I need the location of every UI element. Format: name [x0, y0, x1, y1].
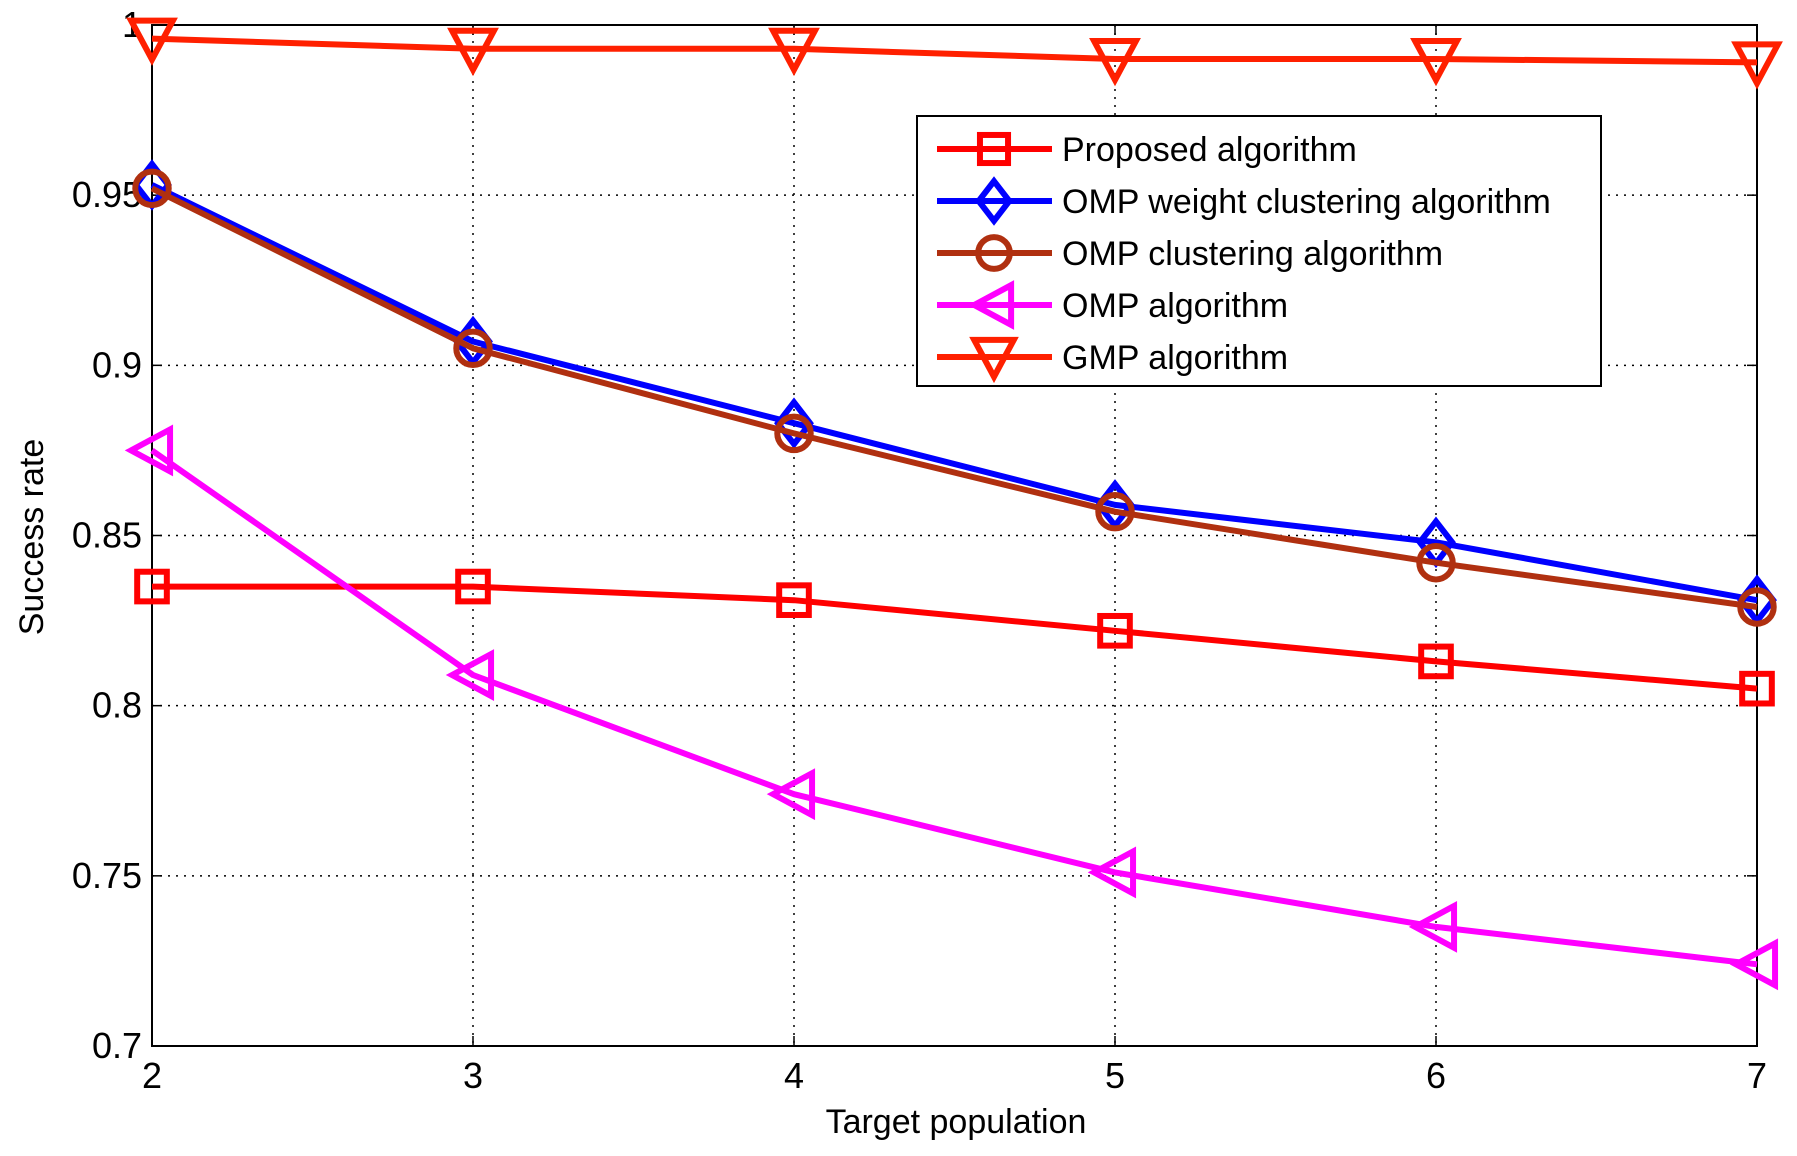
- legend-marker-square: [976, 131, 1012, 167]
- legend-entry: OMP weight clustering algorithm: [937, 176, 1551, 226]
- data-point-triangle-down: [1089, 37, 1141, 87]
- data-point-triangle-down: [1410, 37, 1462, 87]
- data-point-triangle-left: [1729, 938, 1779, 991]
- data-point-circle: [1737, 587, 1777, 627]
- legend-marker-triangle-left: [967, 280, 1015, 330]
- data-point-circle: [1416, 543, 1456, 583]
- x-tick-label: 3: [463, 1055, 483, 1096]
- data-point-triangle-down: [768, 27, 820, 77]
- data-point-circle: [774, 413, 814, 454]
- y-tick-label: 0.9: [92, 344, 142, 385]
- data-point-triangle-down: [126, 17, 178, 66]
- x-tick-label: 4: [784, 1055, 804, 1096]
- series-circle: [132, 168, 1777, 627]
- data-point-square: [776, 582, 812, 618]
- data-point-triangle-left: [1087, 846, 1137, 899]
- series-square: [134, 568, 1775, 707]
- data-point-triangle-left: [1408, 900, 1458, 953]
- series-triangle-down: [126, 17, 1783, 90]
- data-point-triangle-left: [766, 768, 816, 821]
- legend-label: Proposed algorithm: [1062, 131, 1357, 169]
- x-axis-label: Target population: [826, 1103, 1087, 1141]
- data-point-square: [134, 568, 170, 605]
- data-point-circle: [1095, 491, 1135, 532]
- series-line: [152, 583, 1758, 692]
- y-tick-label: 0.75: [72, 855, 142, 896]
- data-point-square: [455, 568, 491, 605]
- data-point-circle: [132, 168, 172, 209]
- series-triangle-left: [124, 424, 1779, 991]
- series-line: [150, 185, 1758, 610]
- x-tick-label: 5: [1105, 1055, 1125, 1096]
- legend-marker-circle: [975, 234, 1013, 272]
- legend-entry: OMP algorithm: [937, 280, 1288, 330]
- x-tick-label: 2: [142, 1055, 162, 1096]
- legend-entry: Proposed algorithm: [937, 131, 1357, 169]
- y-tick-label: 0.8: [92, 685, 142, 726]
- legend-marker-triangle-down: [969, 336, 1019, 384]
- legend-label: OMP clustering algorithm: [1062, 235, 1443, 273]
- data-point-triangle-down: [447, 27, 499, 77]
- legend-label: GMP algorithm: [1062, 339, 1288, 377]
- data-point-square: [1418, 643, 1454, 680]
- data-point-square: [1097, 612, 1133, 649]
- data-point-circle: [453, 328, 493, 369]
- data-point-diamond: [774, 397, 814, 449]
- legend-label: OMP weight clustering algorithm: [1062, 183, 1551, 221]
- series-line: [150, 182, 1758, 604]
- y-tick-label: 0.85: [72, 515, 142, 556]
- y-axis-label: Success rate: [13, 439, 51, 636]
- x-tick-label: 6: [1426, 1055, 1446, 1096]
- data-point-square: [1739, 670, 1775, 707]
- series-line: [151, 35, 1758, 66]
- legend-marker-diamond: [974, 176, 1014, 226]
- legend-label: OMP algorithm: [1062, 287, 1288, 325]
- legend-entry: OMP clustering algorithm: [937, 234, 1443, 273]
- legend-entry: GMP algorithm: [937, 336, 1288, 384]
- legend: Proposed algorithm OMP weight clustering …: [916, 115, 1602, 387]
- data-point-triangle-left: [445, 649, 495, 701]
- data-point-triangle-down: [1731, 41, 1783, 90]
- axes-layer: 2 3 4 5 6 70.70.750.80.850.90.951: [72, 4, 1767, 1096]
- data-point-triangle-left: [124, 424, 174, 477]
- plot-frame: [151, 24, 1758, 1047]
- series-layer: [124, 17, 1783, 991]
- x-tick-label: 7: [1747, 1055, 1767, 1096]
- series-line: [150, 447, 1758, 968]
- y-tick-label: 0.7: [92, 1025, 142, 1066]
- y-tick-label: 0.95: [72, 174, 142, 215]
